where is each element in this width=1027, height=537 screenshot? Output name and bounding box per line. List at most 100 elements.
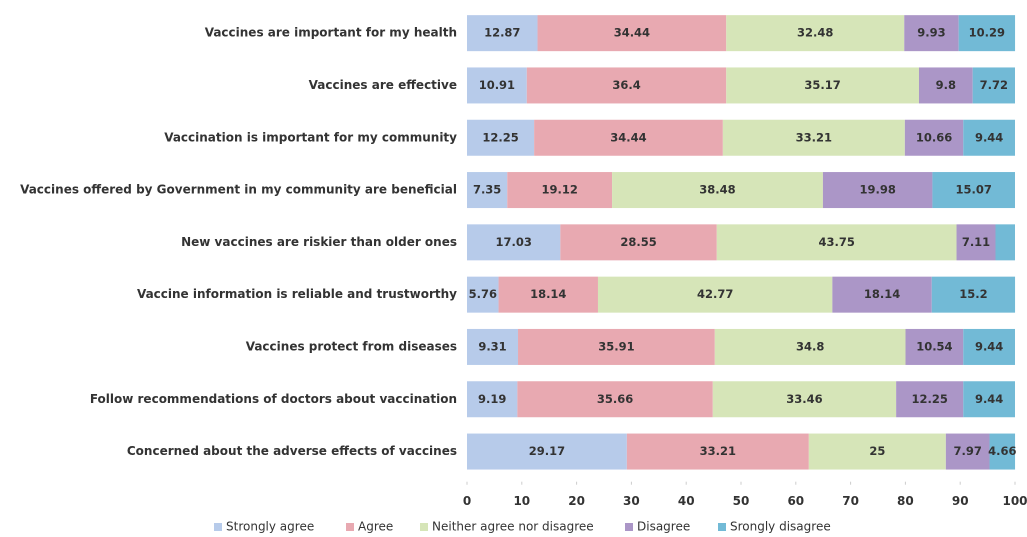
- data-label: 9.8: [936, 78, 956, 92]
- bar-segment: [467, 67, 527, 104]
- bar-segment: [467, 172, 508, 209]
- bar-segment: [995, 224, 1015, 261]
- data-label: 43.75: [818, 235, 854, 249]
- bar-segment: [822, 172, 933, 209]
- legend-label: Strongly agree: [226, 520, 314, 534]
- bar-segment: [507, 172, 613, 209]
- bar-segment: [963, 381, 1015, 418]
- bar-segment: [526, 67, 727, 104]
- data-label: 5.76: [469, 287, 497, 301]
- data-label: 7.35: [473, 183, 501, 197]
- data-label: 34.8: [796, 339, 824, 353]
- legend-swatch: [420, 523, 428, 531]
- bar-segment: [612, 172, 823, 209]
- x-tick-label: 100: [1002, 494, 1027, 508]
- x-tick-label: 10: [513, 494, 530, 508]
- data-label: 9.19: [478, 392, 506, 406]
- data-label: 7.11: [962, 235, 990, 249]
- data-label: 10.66: [916, 130, 952, 144]
- bar-segment: [918, 67, 973, 104]
- data-label: 18.14: [530, 287, 566, 301]
- bar-segment: [932, 172, 1015, 209]
- x-tick-label: 40: [678, 494, 695, 508]
- legend-swatch: [214, 523, 222, 531]
- bar-segment: [904, 119, 964, 156]
- data-label: 38.48: [699, 183, 735, 197]
- data-label: 33.46: [786, 392, 822, 406]
- data-label: 34.44: [614, 26, 650, 40]
- data-label: 29.17: [529, 444, 565, 458]
- data-label: 19.98: [859, 183, 895, 197]
- category-label: New vaccines are riskier than older ones: [181, 235, 457, 249]
- category-label: Concerned about the adverse effects of v…: [127, 444, 457, 458]
- bar-segment: [972, 67, 1015, 104]
- bar-segment: [467, 328, 519, 365]
- x-tick-label: 70: [842, 494, 859, 508]
- bar-segment: [626, 433, 809, 470]
- bar-segment: [956, 224, 996, 261]
- legend-swatch: [718, 523, 726, 531]
- legend-label: Srongly disagree: [730, 520, 831, 534]
- data-label: 10.29: [969, 26, 1005, 40]
- data-label: 19.12: [541, 183, 577, 197]
- data-label: 7.97: [953, 444, 981, 458]
- data-label: 9.44: [975, 392, 1003, 406]
- bar-segment: [726, 15, 905, 52]
- data-label: 35.91: [598, 339, 634, 353]
- bar-segment: [467, 433, 627, 470]
- legend-label: Neither agree nor disagree: [432, 520, 594, 534]
- data-label: 33.21: [700, 444, 736, 458]
- data-label: 4.66: [988, 444, 1016, 458]
- legend-swatch: [346, 523, 354, 531]
- bar-segment: [537, 15, 727, 52]
- x-tick-label: 90: [952, 494, 969, 508]
- bar-segment: [467, 15, 538, 52]
- data-label: 17.03: [495, 235, 531, 249]
- category-label: Vaccines protect from diseases: [246, 339, 457, 353]
- bar-segment: [963, 328, 1015, 365]
- data-label: 9.44: [975, 130, 1003, 144]
- data-label: 9.31: [478, 339, 506, 353]
- x-tick-label: 30: [623, 494, 640, 508]
- bar-segment: [945, 433, 990, 470]
- data-label: 33.21: [796, 130, 832, 144]
- data-label: 28.55: [620, 235, 656, 249]
- data-label: 35.66: [597, 392, 633, 406]
- bar-segment: [714, 328, 906, 365]
- x-tick-label: 60: [787, 494, 804, 508]
- bar-segment: [958, 15, 1016, 52]
- x-tick-label: 20: [568, 494, 585, 508]
- bar-segment: [716, 224, 957, 261]
- legend-label: Agree: [358, 520, 393, 534]
- bar-segment: [896, 381, 964, 418]
- data-label: 12.25: [912, 392, 948, 406]
- data-label: 12.25: [482, 130, 518, 144]
- data-label: 15.2: [959, 287, 987, 301]
- category-label: Vaccination is important for my communit…: [164, 130, 457, 144]
- bar-segment: [467, 276, 499, 313]
- data-label: 18.14: [864, 287, 900, 301]
- data-label: 15.07: [956, 183, 992, 197]
- bar-segment: [904, 15, 959, 52]
- category-label: Vaccines are important for my health: [205, 26, 457, 40]
- x-tick-label: 50: [733, 494, 750, 508]
- bar-segment: [534, 119, 723, 156]
- bar-segment: [518, 328, 715, 365]
- bar-segment: [931, 276, 1016, 313]
- bar-segment: [905, 328, 964, 365]
- data-label: 35.17: [804, 78, 840, 92]
- data-label: 10.91: [479, 78, 515, 92]
- bar-segment: [597, 276, 833, 313]
- data-label: 10.54: [916, 339, 952, 353]
- bar-segment: [832, 276, 932, 313]
- x-tick-label: 80: [897, 494, 914, 508]
- data-label: 25: [869, 444, 885, 458]
- data-label: 32.48: [797, 26, 833, 40]
- category-label: Vaccines are effective: [309, 78, 457, 92]
- data-label: 7.72: [980, 78, 1008, 92]
- bar-segment: [989, 433, 1016, 470]
- data-label: 42.77: [697, 287, 733, 301]
- data-label: 12.87: [484, 26, 520, 40]
- bar-segment: [963, 119, 1015, 156]
